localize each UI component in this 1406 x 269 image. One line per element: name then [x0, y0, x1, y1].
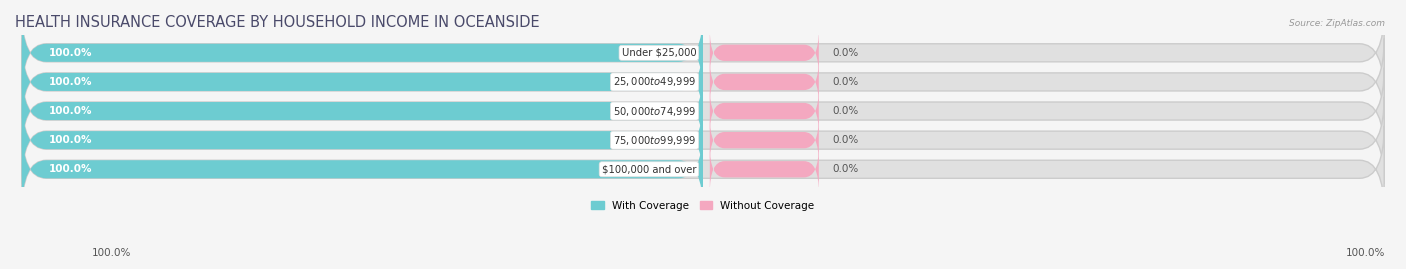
- Text: 0.0%: 0.0%: [832, 164, 859, 174]
- FancyBboxPatch shape: [710, 88, 818, 134]
- FancyBboxPatch shape: [22, 126, 703, 213]
- Text: 100.0%: 100.0%: [49, 106, 93, 116]
- Text: 100.0%: 100.0%: [49, 77, 93, 87]
- Text: 100.0%: 100.0%: [49, 164, 93, 174]
- Text: $100,000 and over: $100,000 and over: [602, 164, 696, 174]
- FancyBboxPatch shape: [22, 68, 1384, 154]
- Text: 100.0%: 100.0%: [1346, 248, 1385, 258]
- FancyBboxPatch shape: [22, 9, 703, 96]
- Text: 0.0%: 0.0%: [832, 135, 859, 145]
- FancyBboxPatch shape: [22, 97, 703, 183]
- Text: 100.0%: 100.0%: [49, 48, 93, 58]
- Text: 100.0%: 100.0%: [91, 248, 131, 258]
- Text: $50,000 to $74,999: $50,000 to $74,999: [613, 105, 696, 118]
- FancyBboxPatch shape: [22, 38, 703, 125]
- FancyBboxPatch shape: [22, 38, 1384, 125]
- FancyBboxPatch shape: [22, 97, 1384, 183]
- FancyBboxPatch shape: [22, 126, 1384, 213]
- FancyBboxPatch shape: [710, 117, 818, 164]
- FancyBboxPatch shape: [710, 59, 818, 105]
- Text: $25,000 to $49,999: $25,000 to $49,999: [613, 75, 696, 89]
- FancyBboxPatch shape: [22, 9, 1384, 96]
- Text: Source: ZipAtlas.com: Source: ZipAtlas.com: [1289, 19, 1385, 28]
- Text: 0.0%: 0.0%: [832, 106, 859, 116]
- FancyBboxPatch shape: [710, 146, 818, 193]
- Text: 100.0%: 100.0%: [49, 135, 93, 145]
- Text: Under $25,000: Under $25,000: [621, 48, 696, 58]
- Text: HEALTH INSURANCE COVERAGE BY HOUSEHOLD INCOME IN OCEANSIDE: HEALTH INSURANCE COVERAGE BY HOUSEHOLD I…: [15, 15, 540, 30]
- FancyBboxPatch shape: [710, 30, 818, 76]
- FancyBboxPatch shape: [22, 68, 703, 154]
- Text: $75,000 to $99,999: $75,000 to $99,999: [613, 134, 696, 147]
- Legend: With Coverage, Without Coverage: With Coverage, Without Coverage: [588, 197, 818, 215]
- Text: 0.0%: 0.0%: [832, 48, 859, 58]
- Text: 0.0%: 0.0%: [832, 77, 859, 87]
